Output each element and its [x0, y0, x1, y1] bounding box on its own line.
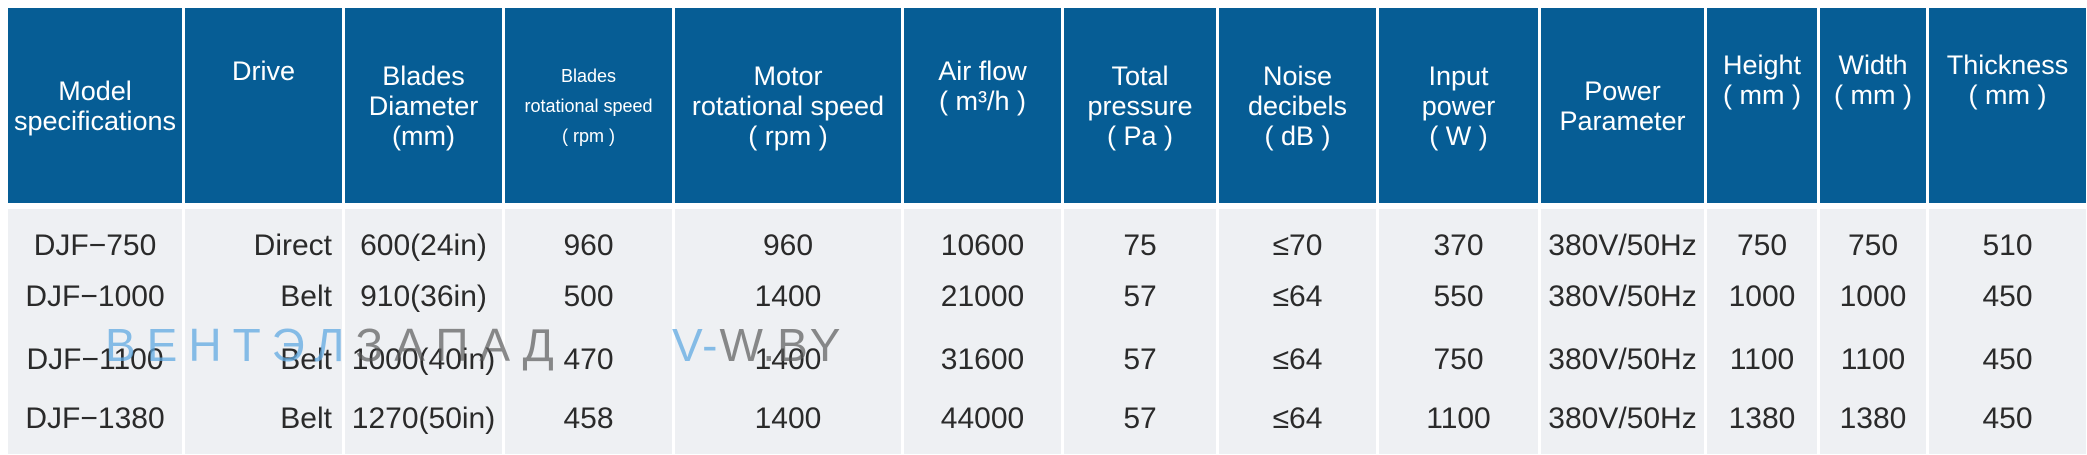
header-model: Model specifications — [8, 8, 185, 203]
cell-air-flow: 31600 — [904, 328, 1064, 392]
cell-thickness: 510 — [1929, 203, 2086, 266]
cell-model: DJF−750 — [8, 203, 185, 266]
cell-air-flow: 21000 — [904, 265, 1064, 329]
cell-model: DJF−1000 — [8, 265, 185, 329]
header-width: Width( mm ) — [1820, 8, 1929, 203]
cell-blade-speed: 960 — [505, 203, 675, 266]
cell-motor-speed: 1400 — [675, 328, 904, 392]
header-blade-speed: Blades rotational speed( rpm ) — [505, 8, 675, 203]
cell-blade-speed: 500 — [505, 265, 675, 329]
cell-total-pressure: 75 — [1064, 203, 1219, 266]
header-height: Height( mm ) — [1707, 8, 1820, 203]
cell-width: 750 — [1820, 203, 1929, 266]
cell-thickness: 450 — [1929, 391, 2086, 454]
cell-input-power: 370 — [1379, 203, 1541, 266]
cell-height: 1000 — [1707, 265, 1820, 329]
cell-input-power: 1100 — [1379, 391, 1541, 454]
cell-blade-diameter: 910(36in) — [345, 265, 505, 329]
cell-input-power: 550 — [1379, 265, 1541, 329]
cell-noise: ≤64 — [1219, 265, 1379, 329]
cell-thickness: 450 — [1929, 328, 2086, 392]
cell-blade-diameter: 1270(50in) — [345, 391, 505, 454]
cell-width: 1000 — [1820, 265, 1929, 329]
header-air-flow: Air flow( m³/h ) — [904, 8, 1064, 203]
cell-blade-diameter: 600(24in) — [345, 203, 505, 266]
cell-model: DJF−1380 — [8, 391, 185, 454]
cell-height: 1380 — [1707, 391, 1820, 454]
cell-blade-speed: 458 — [505, 391, 675, 454]
cell-input-power: 750 — [1379, 328, 1541, 392]
cell-model: DJF−1100 — [8, 328, 185, 392]
cell-drive: Belt — [185, 265, 345, 329]
header-total-pressure: Total pressure( Pa ) — [1064, 8, 1219, 203]
cell-drive: Belt — [185, 328, 345, 392]
header-thickness: Thickness( mm ) — [1929, 8, 2086, 203]
cell-blade-diameter: 1000(40in) — [345, 328, 505, 392]
cell-power-parameter: 380V/50Hz — [1541, 203, 1707, 266]
header-noise: Noise decibels( dB ) — [1219, 8, 1379, 203]
cell-motor-speed: 1400 — [675, 265, 904, 329]
specifications-table: Model specifications Drive Blades Diameter… — [8, 8, 2086, 454]
cell-thickness: 450 — [1929, 265, 2086, 329]
cell-power-parameter: 380V/50Hz — [1541, 265, 1707, 329]
cell-noise: ≤64 — [1219, 391, 1379, 454]
cell-air-flow: 10600 — [904, 203, 1064, 266]
cell-width: 1380 — [1820, 391, 1929, 454]
table-row: DJF−1100 Belt 1000(40in) 470 1400 31600 … — [8, 328, 2086, 392]
cell-air-flow: 44000 — [904, 391, 1064, 454]
cell-height: 1100 — [1707, 328, 1820, 392]
cell-motor-speed: 960 — [675, 203, 904, 266]
header-drive: Drive — [185, 8, 345, 203]
table-row: DJF−1000 Belt 910(36in) 500 1400 21000 5… — [8, 265, 2086, 329]
cell-motor-speed: 1400 — [675, 391, 904, 454]
header-input-power: Input power( W ) — [1379, 8, 1541, 203]
header-power-parameter: Power Parameter — [1541, 8, 1707, 203]
cell-power-parameter: 380V/50Hz — [1541, 391, 1707, 454]
cell-height: 750 — [1707, 203, 1820, 266]
cell-width: 1100 — [1820, 328, 1929, 392]
header-motor-speed: Motor rotational speed( rpm ) — [675, 8, 904, 203]
header-row: Model specifications Drive Blades Diameter… — [8, 8, 2086, 203]
cell-noise: ≤70 — [1219, 203, 1379, 266]
header-blade-diameter: Blades Diameter (mm) — [345, 8, 505, 203]
cell-total-pressure: 57 — [1064, 328, 1219, 392]
cell-total-pressure: 57 — [1064, 391, 1219, 454]
cell-blade-speed: 470 — [505, 328, 675, 392]
table-row: DJF−1380 Belt 1270(50in) 458 1400 44000 … — [8, 391, 2086, 454]
cell-drive: Belt — [185, 391, 345, 454]
cell-noise: ≤64 — [1219, 328, 1379, 392]
table-row: DJF−750 Direct 600(24in) 960 960 10600 7… — [8, 203, 2086, 266]
cell-total-pressure: 57 — [1064, 265, 1219, 329]
cell-power-parameter: 380V/50Hz — [1541, 328, 1707, 392]
cell-drive: Direct — [185, 203, 345, 266]
